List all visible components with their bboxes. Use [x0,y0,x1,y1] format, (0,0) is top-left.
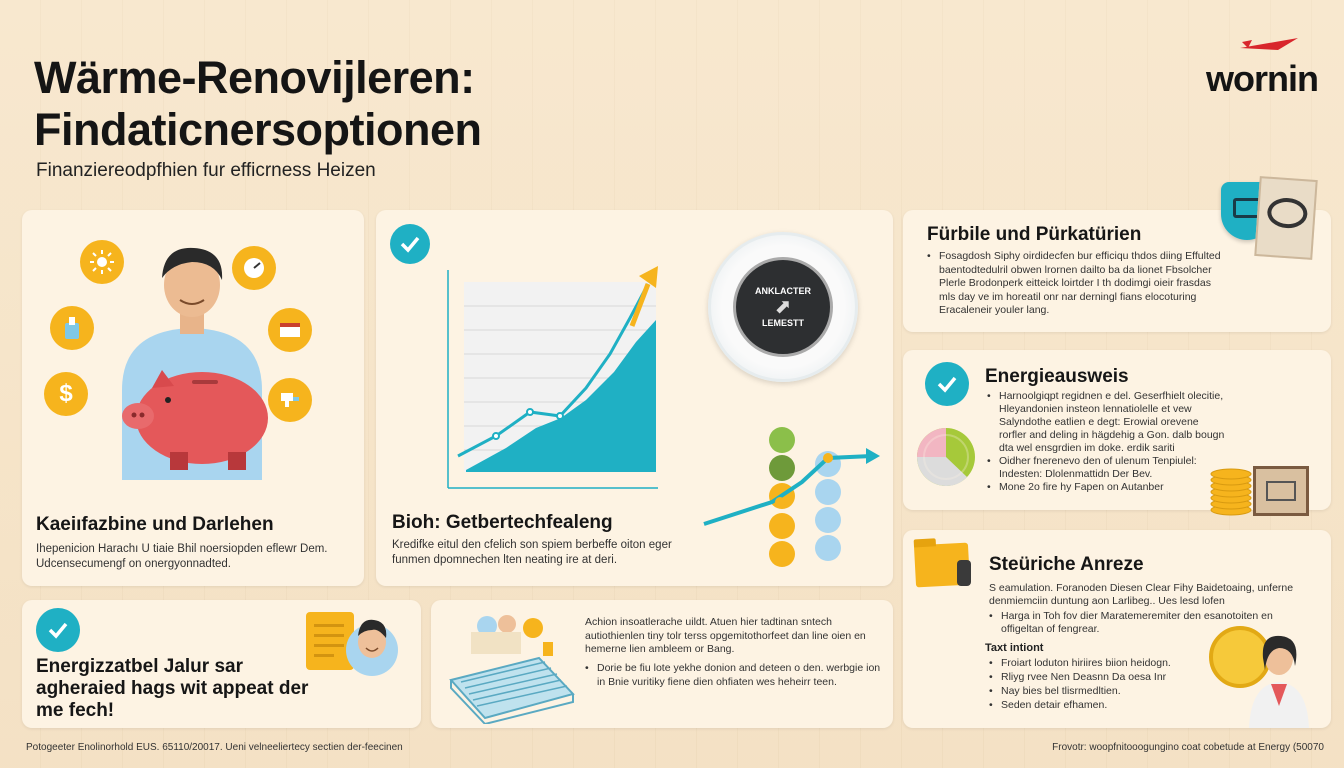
card-tax-list-2: Froiart loduton hiriires biion heidogn. … [989,656,1209,712]
footer-left: Potogeeter Enolinorhold EUS. 65110/20017… [26,742,403,753]
page-subtitle: Finanziereodpfhien fur efficrness Heizen [36,160,376,181]
faucet-icon [268,378,312,422]
card-tax-bullet-2: Froiart loduton hiriires biion heidogn. [989,656,1209,670]
user-avatar-illustration [346,619,398,676]
brand-logo: wornin [1206,58,1319,99]
card-energy: Energieausweis Harnoolgiqpt regidnen e d… [903,350,1331,516]
card-efficiency: Energizzatbel Jalur sar agheraied hags w… [22,600,421,728]
card-tax-bullet-5: Seden detair efhamen. [989,698,1209,712]
dial-top-label: ANKLACTER [755,286,811,296]
card-tax-bullet: Harga in Toh fov dier Maratemeremiter de… [989,610,1299,636]
coins-icon [1210,468,1252,516]
check-icon [390,224,430,264]
check-icon [925,362,969,406]
card-loans: $ Kaeiıfazbine und Darlehen Ihepenicion … [22,210,364,586]
page-title: Wärme-Renovijleren: Findaticnersoptionen [34,52,482,156]
growth-chart [447,266,658,489]
check-icon [36,608,80,652]
sun-icon [80,240,124,284]
piggy-bank-illustration [122,247,268,480]
card-forder-list: Fosagdosh Siphy oirdidecfen bur efficiqu… [927,250,1227,318]
card-energy-title: Energieausweis [985,366,1129,387]
card-tax: Steüriche Anreze S eamulation. Foranoden… [903,530,1331,728]
card-forder-title: Fürbile und Pürkatürien [927,224,1142,245]
card-tax-title: Steüriche Anreze [989,554,1144,575]
card-install: Achion insoatlerache uildt. Atuen hier t… [431,600,893,728]
card-forder-bullet: Fosagdosh Siphy oirdidecfen bur efficiqu… [927,250,1227,318]
house-icon [268,308,312,352]
card-forder: Fürbile und Pürkatürien Fosagdosh Siphy … [903,176,1331,332]
card-install-list: Dorie be fiu lote yekhe donion and detee… [585,662,885,689]
card-chart: ANKLACTER ⬈ LEMESTT Bioh: Getbertechfeal… [376,210,893,586]
card-energy-bullet-1: Harnoolgiqpt regidnen e del. Geserfhielt… [987,390,1227,455]
certificate-icon [1253,466,1309,516]
card-efficiency-title: Energizzatbel Jalur sar agheraied hags w… [36,656,309,721]
card-energy-bullet-3: Mone 2o fire hy Fapen on Autanber [987,481,1227,494]
dollar-icon: $ [44,372,88,416]
card-energy-bullet-2: Oidher fnerenevo den of ulenum Tenpiulel… [987,455,1227,481]
energy-dial: ANKLACTER ⬈ LEMESTT [708,232,858,382]
progress-dots-graphic [703,427,880,567]
title-line-2: Findaticnersoptionen [34,104,482,155]
card-tax-intro: S eamulation. Foranoden Diesen Clear Fih… [989,582,1294,607]
paint-bucket-icon [50,306,94,350]
card-energy-list: Harnoolgiqpt regidnen e del. Geserfhielt… [987,390,1227,494]
footer-right: Frovotr: woopfnitooogungino coat cobetud… [1052,742,1324,753]
advisor-person-illustration [1249,635,1309,728]
card-install-intro: Achion insoatlerache uildt. Atuen hier t… [585,616,866,655]
card-loans-title: Kaeiıfazbine und Darlehen [36,514,274,535]
radiator-illustration [449,615,575,724]
card-tax-subhead: Taxt intiont [985,642,1044,654]
card-tax-bullet-4: Nay bies bel tlisrmedltien. [989,684,1209,698]
logo-flag-icon [1240,38,1298,50]
medal-icon [1209,626,1271,688]
card-chart-title: Bioh: Getbertechfealeng [392,512,613,533]
title-line-1: Wärme-Renovijleren: [34,52,475,103]
card-install-bullet: Dorie be fiu lote yekhe donion and detee… [585,662,885,689]
document-icon [306,612,354,670]
pie-chart-icon [917,428,975,486]
dial-bottom-label: LEMESTT [762,318,804,328]
card-loans-text: Ihepenicion Harachı U tiaie Bhil noersio… [36,543,328,570]
dial-arrow-icon: ⬈ [774,296,792,318]
card-tax-bullet-3: Rliyg rvee Nen Deasnn Da oesa Inr [989,670,1209,684]
gauge-icon [232,246,276,290]
piggy-small-icon [957,560,971,586]
document-thumbnail [1254,176,1318,260]
card-chart-text: Kredifke eitul den cfelich son spiem ber… [392,539,672,566]
card-tax-list: Harga in Toh fov dier Maratemeremiter de… [989,610,1299,636]
